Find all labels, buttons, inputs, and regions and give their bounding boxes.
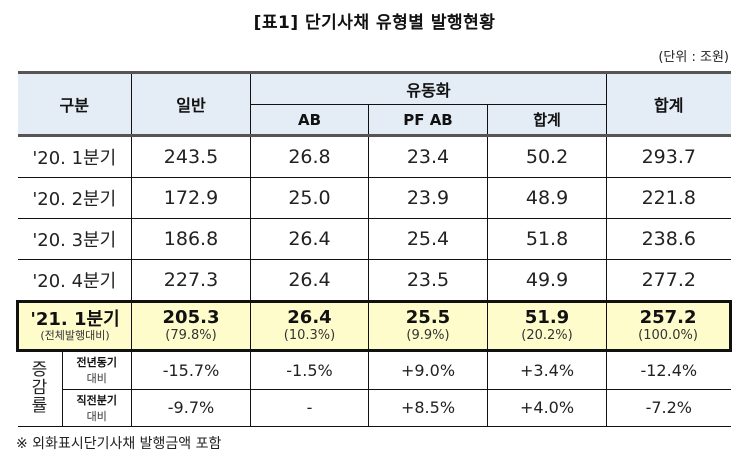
- cell-pfab: 25.4: [368, 218, 488, 260]
- cell-general: 227.3: [131, 259, 251, 302]
- issuance-table: 구분 일반 유동화 합계 AB PF AB 합계 '20. 1분기 243.5 …: [16, 71, 733, 427]
- row-label: '20. 2분기: [17, 177, 132, 219]
- cell-pfab: 23.9: [368, 177, 488, 219]
- header-securitization: 유동화: [249, 71, 608, 105]
- yoy-sec-total: +3.4%: [486, 350, 608, 390]
- header-general: 일반: [131, 71, 251, 137]
- highlight-total-cell: 257.2 (100.0%): [606, 300, 733, 352]
- highlight-ab-cell: 26.4 (10.3%): [250, 300, 369, 352]
- table-row: '20. 2분기 172.9 25.0 23.9 48.9 221.8: [17, 177, 731, 219]
- row-label: '20. 1분기: [17, 135, 132, 178]
- cell-ab: 26.4: [250, 259, 369, 302]
- row-label: '20. 4분기: [17, 259, 132, 302]
- change-row-yoy: 증 감 률 전년동기 대비 직전분기 대비: [17, 350, 731, 427]
- highlight-label: '21. 1분기: [30, 309, 120, 331]
- qoq-label-sub: 대비: [86, 409, 107, 423]
- cell-total: 238.6: [606, 218, 731, 260]
- table-title: [표1] 단기사채 유형별 발행현황: [253, 13, 496, 33]
- yoy-pfab: +9.0%: [368, 350, 488, 390]
- qoq-sec-total: +4.0%: [486, 388, 608, 427]
- cell-sec-total: 50.2: [486, 135, 608, 178]
- highlight-ab-pct: (10.3%): [283, 328, 336, 344]
- highlight-sec-total-pct: (20.2%): [521, 328, 573, 344]
- qoq-label: 직전분기 대비: [63, 390, 132, 427]
- table-row: '20. 1분기 243.5 26.8 23.4 50.2 293.7: [17, 135, 731, 178]
- cell-general: 186.8: [131, 218, 251, 260]
- row-label: '20. 3분기: [17, 218, 132, 260]
- qoq-general: -9.7%: [131, 388, 251, 427]
- cell-pfab: 23.5: [368, 259, 488, 302]
- header-total: 합계: [606, 71, 731, 137]
- highlight-pfab: 25.5: [405, 307, 451, 329]
- yoy-general: -15.7%: [131, 350, 251, 390]
- table-row: '20. 3분기 186.8 26.4 25.4 51.8 238.6: [17, 218, 731, 260]
- highlight-pfab-pct: (9.9%): [406, 328, 450, 344]
- cell-sec-total: 49.9: [486, 259, 608, 302]
- cell-general: 243.5: [131, 135, 251, 178]
- table-row: '20. 4분기 227.3 26.4 23.5 49.9 277.2: [17, 259, 731, 302]
- header-sec-total: 합계: [486, 104, 607, 137]
- header-ab: AB: [250, 104, 369, 137]
- change-label-cell: 증 감 률 전년동기 대비 직전분기 대비: [17, 350, 132, 427]
- highlight-pfab-cell: 25.5 (9.9%): [368, 300, 488, 352]
- header-pfab: PF AB: [368, 104, 488, 137]
- highlight-label-cell: '21. 1분기 (전체발행대비): [16, 300, 132, 352]
- cell-sec-total: 51.8: [486, 218, 608, 260]
- highlight-row: '21. 1분기 (전체발행대비) 205.3 (79.8%) 26.4 (10…: [16, 300, 733, 352]
- group-char: 률: [31, 395, 48, 416]
- footnote: ※ 외화표시단기사채 발행금액 포함: [16, 436, 222, 452]
- qoq-label-main: 직전분기: [76, 393, 117, 407]
- highlight-total-pct: (100.0%): [638, 328, 698, 344]
- change-row-qoq: -9.7% - +8.5% +4.0% -7.2%: [18, 388, 731, 427]
- cell-total: 293.7: [606, 135, 731, 178]
- cell-pfab: 23.4: [368, 135, 488, 178]
- highlight-general-pct: (79.8%): [165, 328, 217, 344]
- cell-ab: 25.0: [250, 177, 369, 219]
- cell-total: 221.8: [606, 177, 731, 219]
- cell-ab: 26.8: [250, 135, 369, 178]
- group-char: 증: [31, 360, 48, 381]
- yoy-total: -12.4%: [606, 350, 731, 390]
- highlight-ab: 26.4: [287, 307, 332, 329]
- cell-total: 277.2: [606, 259, 731, 302]
- header-category: 구분: [17, 71, 132, 137]
- qoq-total: -7.2%: [606, 388, 731, 427]
- cell-general: 172.9: [131, 177, 251, 219]
- highlight-general-cell: 205.3 (79.8%): [131, 300, 251, 352]
- highlight-sublabel: (전체발행대비): [40, 328, 110, 342]
- cell-sec-total: 48.9: [486, 177, 608, 219]
- highlight-general: 205.3: [162, 307, 220, 329]
- cell-ab: 26.4: [250, 218, 369, 260]
- highlight-sec-total: 51.9: [524, 307, 570, 329]
- yoy-label-sub: 대비: [86, 372, 107, 386]
- group-char: 감: [31, 378, 48, 399]
- yoy-label-main: 전년동기: [76, 356, 117, 370]
- yoy-label: 전년동기 대비: [62, 352, 131, 390]
- unit-label: (단위 : 조원): [658, 50, 729, 65]
- change-group-label: 증 감 률: [18, 352, 63, 426]
- yoy-ab: -1.5%: [250, 350, 369, 390]
- highlight-sec-total-cell: 51.9 (20.2%): [486, 300, 608, 352]
- qoq-pfab: +8.5%: [368, 388, 488, 427]
- highlight-total: 257.2: [639, 307, 697, 329]
- qoq-ab: -: [250, 388, 369, 427]
